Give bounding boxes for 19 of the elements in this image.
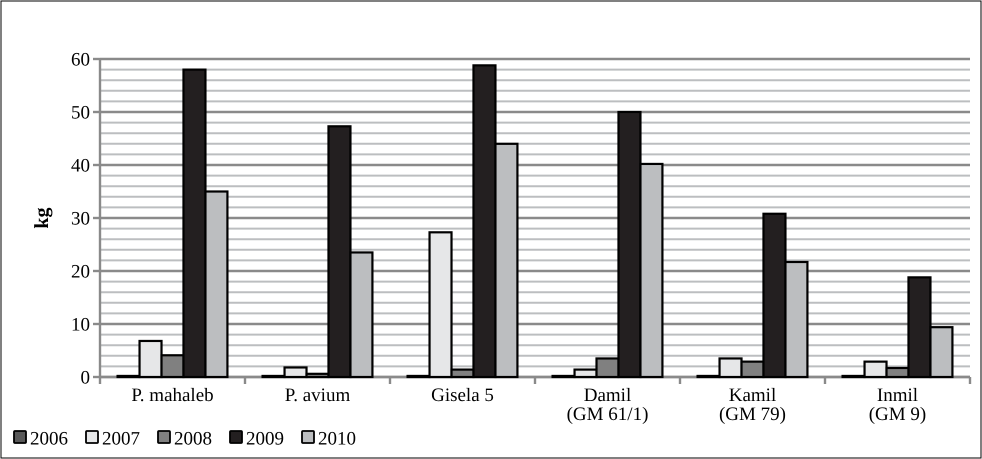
legend-label: 2009 <box>246 428 284 450</box>
legend-label: 2010 <box>318 428 356 450</box>
y-axis-title: kg <box>31 207 53 229</box>
x-tick-label: P. mahaleb <box>131 385 214 406</box>
legend-label: 2008 <box>174 428 212 450</box>
x-tick-label: P. avium <box>284 385 350 406</box>
y-tick-label: 40 <box>71 156 90 177</box>
x-tick-label: Kamil (GM 79) <box>718 385 786 425</box>
y-tick-label: 20 <box>71 262 90 283</box>
y-tick-label: 50 <box>71 102 90 124</box>
x-tick-label: Inmil (GM 9) <box>868 385 926 425</box>
y-tick-label: 0 <box>80 368 90 389</box>
x-tick-label: Gisela 5 <box>431 385 494 406</box>
y-tick-label: 60 <box>71 50 90 71</box>
y-tick-label: 10 <box>71 314 90 336</box>
y-tick-label: 30 <box>71 208 90 230</box>
legend-label: 2007 <box>102 428 140 450</box>
x-tick-label: Damil (GM 61/1) <box>566 385 648 425</box>
legend-label: 2006 <box>30 428 68 450</box>
